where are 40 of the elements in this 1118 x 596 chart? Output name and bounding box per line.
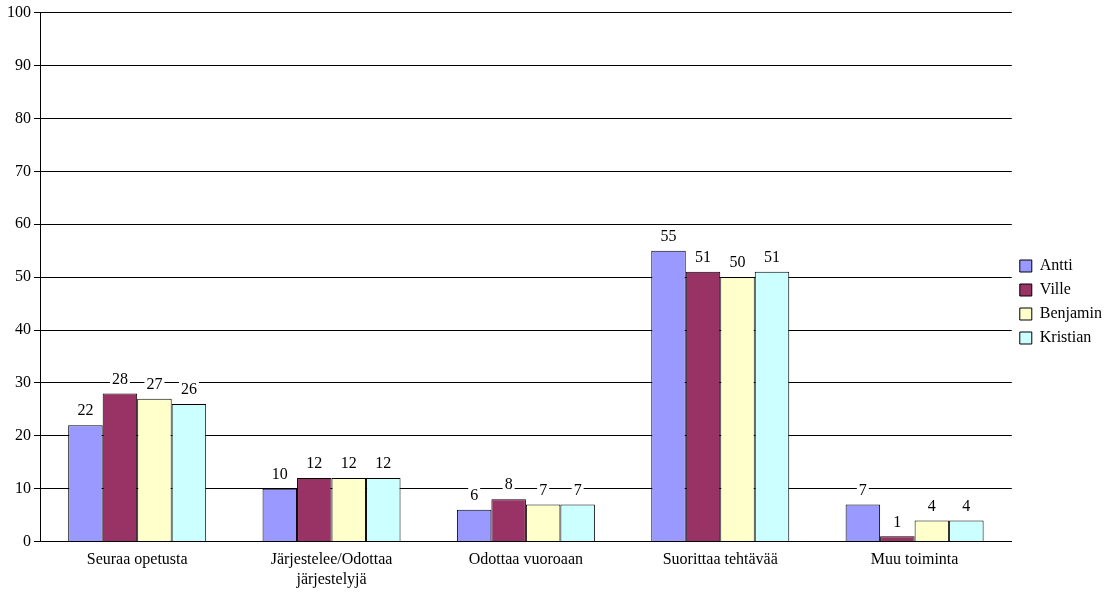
data-label: 28 [111,369,128,387]
y-tick-label: 30 [15,373,31,391]
y-tick-label: 0 [23,531,31,549]
y-tick-label: 80 [15,108,31,126]
x-tick-label: Suorittaa tehtävää [662,550,778,568]
data-label: 12 [340,454,357,472]
y-tick-label: 50 [15,267,31,285]
y-tick-label: 20 [15,426,31,443]
data-label: 4 [927,496,936,514]
data-label: 6 [470,486,479,504]
data-label: 55 [660,226,677,244]
data-label: 51 [764,248,780,266]
data-label: 8 [504,475,513,493]
data-label: 50 [729,253,746,271]
data-label: 12 [306,454,323,472]
x-tick-label: Järjestelee/Odottaa järjestelyjä [270,550,393,588]
legend-label: Ville [1039,280,1071,298]
data-label: 7 [858,480,867,498]
data-label: 7 [573,480,582,498]
legend-label: Antti [1039,256,1074,274]
y-tick-label: 90 [15,55,31,73]
x-tick-label: Odottaa vuoroaan [468,550,583,568]
x-tick-label: Muu toiminta [870,550,959,568]
y-tick-label: 100 [7,2,31,20]
data-label: 27 [146,374,163,392]
y-tick-label: 10 [15,478,31,496]
legend-label: Benjamin [1039,304,1103,323]
data-label: 4 [962,496,971,514]
data-label: 7 [539,480,548,498]
data-label: 12 [375,454,392,472]
data-label: 51 [695,248,711,266]
data-label: 22 [77,401,94,419]
x-tick-label: Seuraa opetusta [86,550,188,569]
y-tick-label: 60 [15,214,31,232]
data-label: 26 [180,380,197,398]
y-tick-label: 40 [15,320,31,338]
y-tick-label: 70 [15,161,31,179]
data-label: 1 [893,512,902,530]
data-label: 10 [271,464,288,482]
legend-label: Kristian [1039,328,1092,346]
